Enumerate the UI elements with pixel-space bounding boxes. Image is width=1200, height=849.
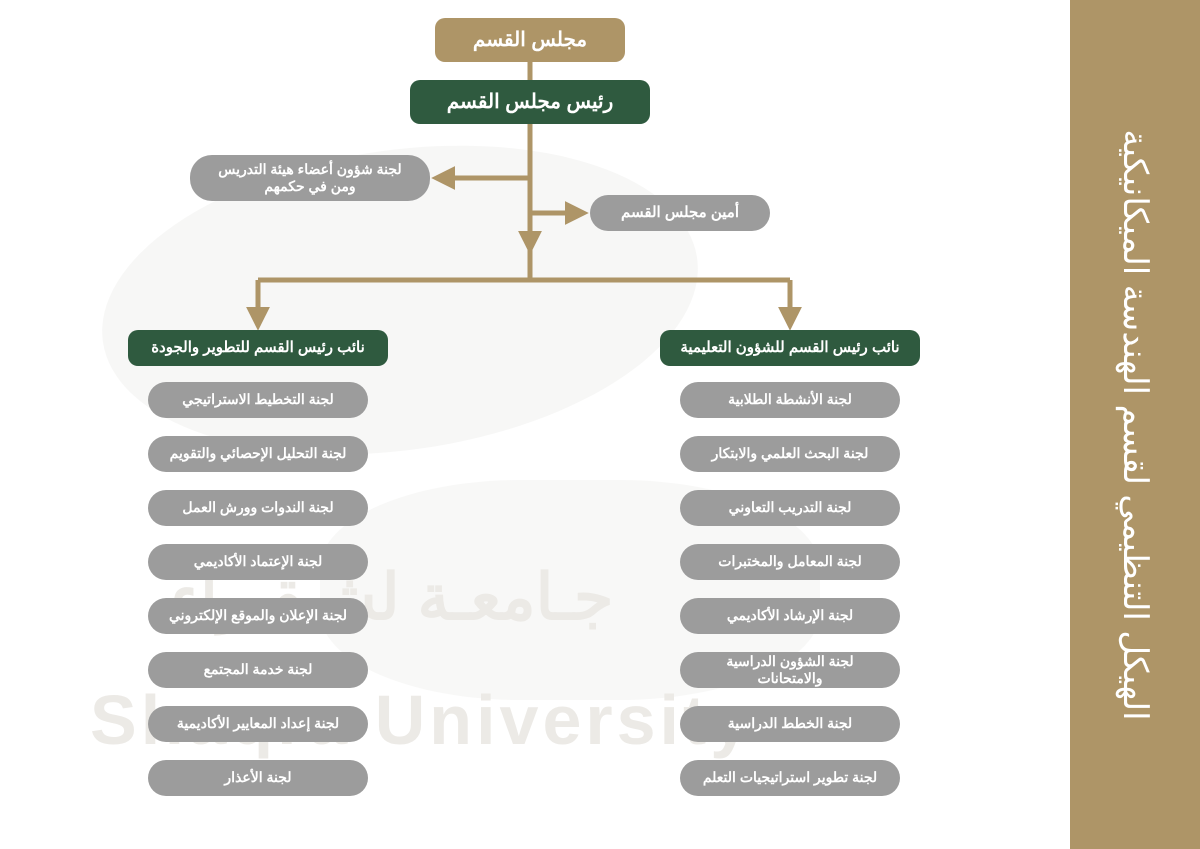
node-label: لجنة شؤون أعضاء هيئة التدريسومن في حكمهم <box>218 161 401 196</box>
committee-label: لجنة الندوات وورش العمل <box>182 499 333 517</box>
node-department-council: مجلس القسم <box>435 18 625 62</box>
committee-item: لجنة البحث العلمي والابتكار <box>680 436 900 472</box>
committee-item: لجنة خدمة المجتمع <box>148 652 368 688</box>
committee-item: لجنة الشؤون الدراسية والامتحانات <box>680 652 900 688</box>
committee-label: لجنة تطوير استراتيجيات التعلم <box>703 769 877 787</box>
node-label: مجلس القسم <box>473 28 587 53</box>
committee-label: لجنة الإرشاد الأكاديمي <box>727 607 853 625</box>
committee-item: لجنة التدريب التعاوني <box>680 490 900 526</box>
committee-label: لجنة المعامل والمختبرات <box>718 553 861 571</box>
committee-item: لجنة الإعتماد الأكاديمي <box>148 544 368 580</box>
node-faculty-affairs: لجنة شؤون أعضاء هيئة التدريسومن في حكمهم <box>190 155 430 201</box>
committee-label: لجنة البحث العلمي والابتكار <box>712 445 869 463</box>
committee-label: لجنة الأعذار <box>224 769 291 787</box>
sidebar-title: الهيكل التنظيمي لقسم الهندسة الميكانيكية <box>1115 129 1155 720</box>
committee-item: لجنة التحليل الإحصائي والتقويم <box>148 436 368 472</box>
node-vp-educational: نائب رئيس القسم للشؤون التعليمية <box>660 330 920 366</box>
committee-label: لجنة إعداد المعايير الأكاديمية <box>177 715 339 733</box>
committee-label: لجنة الإعتماد الأكاديمي <box>194 553 323 571</box>
node-label: رئيس مجلس القسم <box>447 90 614 115</box>
committee-item: لجنة الخطط الدراسية <box>680 706 900 742</box>
committee-item: لجنة المعامل والمختبرات <box>680 544 900 580</box>
committee-item: لجنة التخطيط الاستراتيجي <box>148 382 368 418</box>
committee-item: لجنة إعداد المعايير الأكاديمية <box>148 706 368 742</box>
committee-label: لجنة الإعلان والموقع الإلكتروني <box>169 607 347 625</box>
committee-item: لجنة الأعذار <box>148 760 368 796</box>
committee-label: لجنة التحليل الإحصائي والتقويم <box>170 445 347 463</box>
node-label: أمين مجلس القسم <box>621 204 739 223</box>
node-vp-development: نائب رئيس القسم للتطوير والجودة <box>128 330 388 366</box>
node-council-head: رئيس مجلس القسم <box>410 80 650 124</box>
committee-item: لجنة الإرشاد الأكاديمي <box>680 598 900 634</box>
committee-item: لجنة الأنشطة الطلابية <box>680 382 900 418</box>
committee-item: لجنة الندوات وورش العمل <box>148 490 368 526</box>
committee-label: لجنة خدمة المجتمع <box>204 661 313 679</box>
sidebar: الهيكل التنظيمي لقسم الهندسة الميكانيكية <box>1070 0 1200 849</box>
committee-label: لجنة التدريب التعاوني <box>729 499 852 517</box>
node-label: نائب رئيس القسم للشؤون التعليمية <box>680 339 899 358</box>
committee-item: لجنة تطوير استراتيجيات التعلم <box>680 760 900 796</box>
committee-item: لجنة الإعلان والموقع الإلكتروني <box>148 598 368 634</box>
committee-label: لجنة الأنشطة الطلابية <box>728 391 852 409</box>
committee-label: لجنة الشؤون الدراسية والامتحانات <box>694 653 886 688</box>
committee-label: لجنة الخطط الدراسية <box>728 715 852 733</box>
node-label: نائب رئيس القسم للتطوير والجودة <box>151 339 365 358</box>
node-secretary: أمين مجلس القسم <box>590 195 770 231</box>
committee-label: لجنة التخطيط الاستراتيجي <box>182 391 334 409</box>
